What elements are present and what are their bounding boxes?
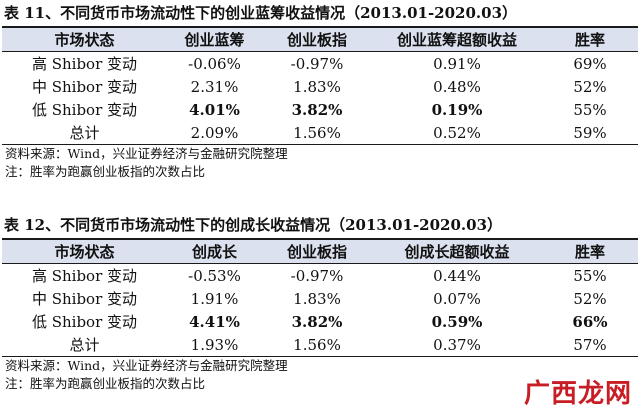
cell-win-rate: 52% xyxy=(573,77,607,96)
cell-win-rate: 59% xyxy=(542,121,638,145)
header-col2: 创业板指 xyxy=(262,27,372,52)
cell-market-state: 中 Shibor 变动 xyxy=(31,290,138,308)
cell-win-rate: 57% xyxy=(542,333,638,357)
cell-win-rate: 66% xyxy=(572,312,608,331)
cell-market-state: 低 Shibor 变动 xyxy=(31,101,138,119)
table-12-title: 表 12、不同货币市场流动性下的创成长收益情况（2013.01-2020.03） xyxy=(4,216,503,234)
cell-win-rate: 55% xyxy=(573,266,607,285)
cell-market-state: 中 Shibor 变动 xyxy=(31,78,138,96)
cell-col2: 1.56% xyxy=(262,333,372,357)
cell-win-rate: 69% xyxy=(573,54,607,73)
table-12-note: 注：胜率为跑赢创业板指的次数占比 xyxy=(5,376,206,391)
cell-col2: 1.83% xyxy=(293,77,341,96)
cell-col1: 2.09% xyxy=(167,121,262,145)
header-col1: 创业蓝筹 xyxy=(167,27,262,52)
table-12-block: 表 12、不同货币市场流动性下的创成长收益情况（2013.01-2020.03）… xyxy=(0,212,640,393)
watermark-logo: 广西龙网 xyxy=(523,379,632,409)
table-12-source: 资料来源：Wind，兴业证券经济与金融研究院整理 xyxy=(5,358,288,373)
table-11-header-row: 市场状态 创业蓝筹 创业板指 创业蓝筹超额收益 胜率 xyxy=(2,27,638,52)
header-market-state: 市场状态 xyxy=(2,239,167,264)
cell-market-state: 低 Shibor 变动 xyxy=(31,313,138,331)
table-row: 低 Shibor 变动 4.01% 3.82% 0.19% 55% xyxy=(2,98,638,121)
cell-col2: 1.83% xyxy=(293,289,341,308)
header-market-state: 市场状态 xyxy=(2,27,167,52)
header-col3: 创业蓝筹超额收益 xyxy=(372,27,542,52)
table-11: 市场状态 创业蓝筹 创业板指 创业蓝筹超额收益 胜率 高 Shibor 变动 -0… xyxy=(2,26,638,145)
header-win-rate: 胜率 xyxy=(542,239,638,264)
table-11-source: 资料来源：Wind，兴业证券经济与金融研究院整理 xyxy=(5,146,288,161)
table-11-note: 注：胜率为跑赢创业板指的次数占比 xyxy=(5,164,206,179)
cell-col2: 3.82% xyxy=(291,312,343,331)
table-11-title: 表 11、不同货币市场流动性下的创业蓝筹收益情况（2013.01-2020.03… xyxy=(4,4,518,22)
cell-col3: 0.59% xyxy=(431,312,483,331)
cell-market-state: 高 Shibor 变动 xyxy=(31,55,138,73)
cell-win-rate: 55% xyxy=(573,100,607,119)
table-row: 总计 2.09% 1.56% 0.52% 59% xyxy=(2,121,638,145)
cell-col3: 0.07% xyxy=(433,289,481,308)
cell-col3: 0.44% xyxy=(433,266,481,285)
cell-col1: 4.01% xyxy=(189,100,240,119)
cell-market-state: 高 Shibor 变动 xyxy=(31,267,138,285)
cell-col3: 0.37% xyxy=(372,333,542,357)
table-row: 中 Shibor 变动 1.91% 1.83% 0.07% 52% xyxy=(2,287,638,310)
cell-col2: 3.82% xyxy=(291,100,343,119)
header-win-rate: 胜率 xyxy=(542,27,638,52)
cell-market-state: 总计 xyxy=(2,333,167,357)
table-row: 总计 1.93% 1.56% 0.37% 57% xyxy=(2,333,638,357)
cell-col3: 0.19% xyxy=(431,100,483,119)
header-col2: 创业板指 xyxy=(262,239,372,264)
cell-col1: -0.06% xyxy=(188,54,241,73)
table-12-header-row: 市场状态 创成长 创业板指 创成长超额收益 胜率 xyxy=(2,239,638,264)
header-col3: 创成长超额收益 xyxy=(372,239,542,264)
header-col1: 创成长 xyxy=(167,239,262,264)
cell-col1: 1.91% xyxy=(190,289,239,308)
cell-win-rate: 52% xyxy=(573,289,607,308)
cell-col1: -0.53% xyxy=(188,266,241,285)
cell-col3: 0.52% xyxy=(372,121,542,145)
cell-col3: 0.48% xyxy=(433,77,481,96)
cell-col2: 1.56% xyxy=(262,121,372,145)
cell-market-state: 总计 xyxy=(2,121,167,145)
table-row: 低 Shibor 变动 4.41% 3.82% 0.59% 66% xyxy=(2,310,638,333)
table-11-block: 表 11、不同货币市场流动性下的创业蓝筹收益情况（2013.01-2020.03… xyxy=(0,0,640,181)
cell-col2: -0.97% xyxy=(290,54,344,73)
cell-col2: -0.97% xyxy=(290,266,344,285)
cell-col1: 1.93% xyxy=(167,333,262,357)
cell-col1: 2.31% xyxy=(190,77,239,96)
table-row: 中 Shibor 变动 2.31% 1.83% 0.48% 52% xyxy=(2,75,638,98)
cell-col1: 4.41% xyxy=(189,312,240,331)
cell-col3: 0.91% xyxy=(433,54,481,73)
table-row: 高 Shibor 变动 -0.06% -0.97% 0.91% 69% xyxy=(2,52,638,76)
table-row: 高 Shibor 变动 -0.53% -0.97% 0.44% 55% xyxy=(2,264,638,288)
table-12: 市场状态 创成长 创业板指 创成长超额收益 胜率 高 Shibor 变动 -0.5… xyxy=(2,238,638,357)
